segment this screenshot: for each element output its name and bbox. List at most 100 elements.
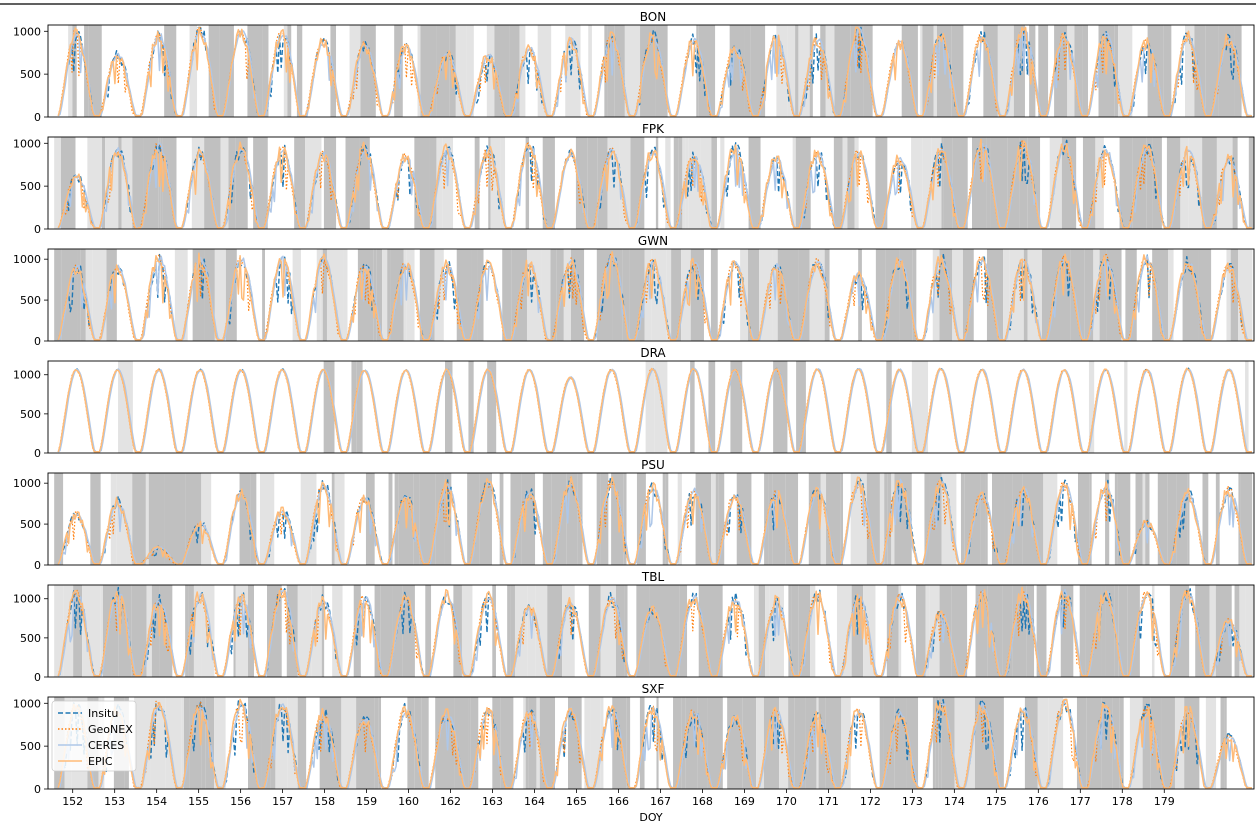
- series-ceres: [57, 26, 1253, 117]
- shade-band: [1161, 697, 1175, 789]
- shade-band: [938, 697, 942, 789]
- shade-band: [622, 249, 630, 341]
- shade-band: [519, 25, 526, 117]
- shade-band: [1012, 585, 1021, 677]
- y-tick-label: 0: [34, 559, 41, 572]
- shade-band: [665, 473, 669, 565]
- shade-band: [421, 697, 429, 789]
- shade-band: [607, 137, 620, 229]
- shade-band: [1095, 137, 1104, 229]
- shade-band: [670, 585, 680, 677]
- shade-band: [378, 697, 382, 789]
- shade-band: [1027, 249, 1042, 341]
- shade-band: [201, 473, 212, 565]
- shade-band: [788, 697, 795, 789]
- shade-band: [394, 473, 399, 565]
- shade-band: [883, 697, 895, 789]
- shade-band: [345, 137, 360, 229]
- shade-band: [836, 585, 852, 677]
- shade-band: [487, 361, 497, 453]
- shade-band: [1117, 473, 1131, 565]
- shade-band: [840, 473, 844, 565]
- shade-band: [492, 585, 496, 677]
- series-ceres: [57, 142, 1252, 229]
- shade-band: [541, 249, 551, 341]
- shade-band: [550, 249, 557, 341]
- x-tick-label: 164: [524, 795, 545, 808]
- legend-label-geonex: GeoNEX: [88, 723, 133, 736]
- shade-band: [833, 137, 843, 229]
- series-epic: [57, 251, 1252, 341]
- x-tick-label: 160: [398, 795, 419, 808]
- shade-band: [376, 249, 383, 341]
- shade-band: [77, 249, 81, 341]
- shade-band: [1163, 25, 1172, 117]
- shade-band: [429, 137, 437, 229]
- shade-band: [185, 585, 189, 677]
- shade-band: [68, 25, 73, 117]
- axes-frame: [47, 696, 1255, 790]
- shade-band: [922, 137, 932, 229]
- shade-band: [292, 249, 301, 341]
- shade-band: [407, 697, 415, 789]
- x-tick-label: 167: [650, 795, 671, 808]
- shade-band: [1146, 137, 1153, 229]
- shade-band: [1026, 585, 1035, 677]
- shade-band: [193, 585, 202, 677]
- panel-title: PSU: [641, 458, 665, 472]
- shade-band: [902, 473, 912, 565]
- panel-fpk: FPK 0 500 1000: [13, 122, 1255, 236]
- shade-band: [665, 137, 671, 229]
- shade-band: [321, 585, 325, 677]
- shade-band: [1088, 361, 1095, 453]
- shade-band: [626, 697, 631, 789]
- shade-band: [588, 585, 601, 677]
- shade-band: [542, 473, 552, 565]
- shade-band: [600, 585, 616, 677]
- shade-band: [1114, 473, 1118, 565]
- shade-band: [262, 25, 269, 117]
- shade-band: [1127, 585, 1140, 677]
- shade-band: [773, 361, 788, 453]
- shade-band: [707, 697, 723, 789]
- shade-band: [987, 585, 1003, 677]
- shade-band: [1176, 473, 1188, 565]
- x-tick-label: 176: [1028, 795, 1049, 808]
- panel-title: DRA: [640, 346, 666, 360]
- shade-band: [787, 25, 796, 117]
- shade-band: [267, 585, 282, 677]
- shade-band: [435, 697, 447, 789]
- shade-band: [526, 249, 542, 341]
- shade-band: [82, 585, 96, 677]
- shade-band: [943, 137, 953, 229]
- shade-band: [150, 697, 166, 789]
- shade-band: [764, 473, 769, 565]
- shade-band: [502, 249, 512, 341]
- shade-band: [590, 697, 601, 789]
- shade-band: [596, 249, 613, 341]
- shade-band: [449, 25, 456, 117]
- shade-band: [261, 697, 271, 789]
- panel-title: GWN: [638, 234, 668, 248]
- y-tick-label: 500: [20, 68, 41, 81]
- shade-band: [1194, 25, 1206, 117]
- x-tick-label: 155: [188, 795, 209, 808]
- panel-bon: BON 0 500 1000: [13, 10, 1255, 124]
- shade-band: [748, 249, 760, 341]
- x-tick-label: 159: [356, 795, 377, 808]
- shade-band: [262, 249, 265, 341]
- legend-box: [51, 700, 137, 772]
- shade-band: [1145, 473, 1150, 565]
- shade-band: [798, 585, 811, 677]
- series-ceres: [57, 588, 1252, 677]
- y-tick-label: 500: [20, 180, 41, 193]
- axes-frame: [47, 24, 1255, 118]
- x-tick-label: 179: [1154, 795, 1175, 808]
- shade-band: [619, 137, 631, 229]
- shade-band: [1119, 137, 1133, 229]
- shade-band: [209, 249, 215, 341]
- shade-band: [189, 25, 198, 117]
- shade-band: [587, 137, 598, 229]
- shade-band: [1124, 361, 1128, 453]
- shade-band: [1022, 473, 1032, 565]
